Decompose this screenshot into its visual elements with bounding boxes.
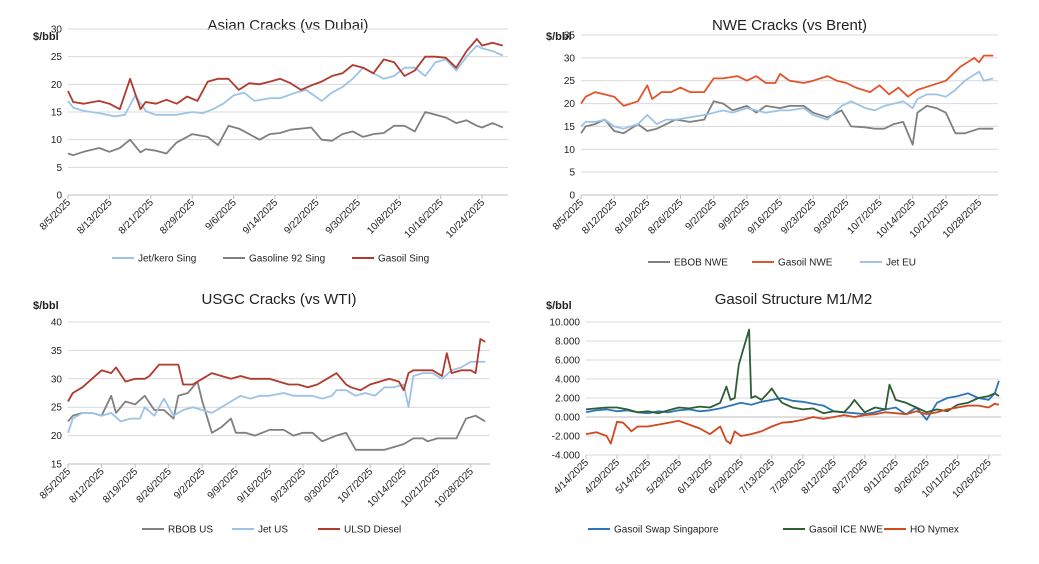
- chart-title: NWE Cracks (vs Brent): [712, 17, 867, 34]
- chart-title: Asian Cracks (vs Dubai): [208, 17, 369, 34]
- y-tick-label: 4.000: [555, 375, 580, 386]
- x-tick-label: 8/26/2025: [646, 197, 686, 237]
- x-tick-label: 9/23/2025: [269, 466, 309, 506]
- legend-label: Gasoil NWE: [778, 258, 833, 269]
- chart-svg: Gasoil Structure M1/M2 $/bbl -4.000 -2.000 0…: [546, 291, 1001, 536]
- y-tick-label: 5: [56, 163, 62, 174]
- y-tick-label: 20: [51, 431, 63, 442]
- y-tick-label: 30: [564, 53, 576, 64]
- series-line: [67, 338, 486, 402]
- y-tick-label: 10: [564, 145, 576, 156]
- chart-svg: NWE Cracks (vs Brent) $/bbl 0 5 10 15 20 25 30 35…: [546, 17, 998, 269]
- y-tick-label: 5: [569, 168, 575, 179]
- x-tick-label: 8/5/2025: [38, 197, 74, 233]
- x-tick-label: 8/19/2025: [101, 466, 141, 506]
- legend-label: Gasoline 92 Sing: [249, 254, 325, 265]
- series-line: [67, 360, 486, 434]
- chart-asian-cracks: Asian Cracks (vs Dubai) $/bbl 0 5 10 15 20 25 30…: [0, 0, 520, 282]
- legend-label: Jet EU: [886, 258, 916, 269]
- x-tick-label: 9/22/2025: [282, 197, 322, 237]
- series-line: [585, 402, 1000, 445]
- x-tick-label: 9/16/2025: [235, 466, 275, 506]
- x-tick-label: 10/16/2025: [403, 197, 446, 240]
- y-tick-label: 0.000: [555, 413, 580, 424]
- chart-gasoil-structure: Gasoil Structure M1/M2 $/bbl -4.000 -2.000 0…: [520, 282, 1039, 564]
- x-tick-label: 9/16/2025: [746, 197, 786, 237]
- series-line: [580, 54, 994, 107]
- y-axis-label: $/bbl: [33, 300, 59, 312]
- legend-label: Gasoil Sing: [378, 254, 429, 265]
- series-line: [585, 380, 1000, 421]
- x-tick-label: 10/24/2025: [444, 197, 487, 240]
- y-axis-label: $/bbl: [546, 31, 572, 43]
- series-line: [67, 111, 504, 157]
- legend-label: Jet US: [258, 525, 288, 536]
- y-tick-label: 15: [51, 108, 63, 119]
- series-line: [67, 38, 504, 111]
- series-line: [580, 70, 994, 130]
- y-tick-label: 10: [51, 135, 63, 146]
- x-tick-label: 8/12/2025: [67, 466, 107, 506]
- y-axis-label: $/bbl: [546, 300, 572, 312]
- x-tick-label: 8/26/2025: [135, 466, 175, 506]
- y-tick-label: -2.000: [552, 432, 581, 443]
- chart-usgc-cracks: USGC Cracks (vs WTI) $/bbl 15 20 25 30 35 40 8/5…: [0, 282, 520, 564]
- x-tick-label: 9/6/2025: [203, 197, 239, 233]
- y-tick-label: 40: [51, 318, 63, 329]
- y-tick-label: 10.000: [549, 318, 580, 329]
- y-tick-label: 25: [51, 52, 63, 63]
- x-tick-label: 10/8/2025: [365, 197, 405, 237]
- y-axis-label: $/bbl: [33, 31, 59, 43]
- legend-label: Gasoil ICE NWE: [809, 525, 883, 536]
- series-line: [580, 100, 994, 146]
- x-tick-label: 8/21/2025: [117, 197, 157, 237]
- x-tick-label: 9/2/2025: [172, 466, 208, 502]
- chart-nwe-cracks: NWE Cracks (vs Brent) $/bbl 0 5 10 15 20 25 30 35…: [520, 0, 1039, 282]
- y-tick-label: 35: [564, 31, 576, 42]
- y-tick-label: 8.000: [555, 337, 580, 348]
- x-tick-label: 9/23/2025: [779, 197, 819, 237]
- legend-label: RBOB US: [168, 525, 213, 536]
- y-tick-label: 0: [569, 191, 575, 202]
- y-tick-label: 6.000: [555, 356, 580, 367]
- x-tick-label: 9/30/2025: [812, 197, 852, 237]
- y-tick-label: 15: [51, 460, 63, 471]
- series-line: [67, 380, 486, 451]
- chart-title: Gasoil Structure M1/M2: [715, 291, 873, 308]
- chart-svg: USGC Cracks (vs WTI)$/bbl1520253035408/5…: [33, 291, 490, 536]
- legend-label: ULSD Diesel: [344, 525, 401, 536]
- x-tick-label: 9/30/2025: [324, 197, 364, 237]
- y-tick-label: 20: [51, 80, 63, 91]
- x-tick-label: 9/14/2025: [241, 197, 281, 237]
- y-tick-label: 2.000: [555, 394, 580, 405]
- y-tick-label: -4.000: [552, 451, 581, 462]
- y-tick-label: 30: [51, 25, 63, 36]
- y-tick-label: 25: [564, 76, 576, 87]
- chart-title: USGC Cracks (vs WTI): [202, 291, 357, 308]
- y-tick-label: 20: [564, 99, 576, 110]
- legend-label: Gasoil Swap Singapore: [614, 525, 719, 536]
- x-tick-label: 8/29/2025: [158, 197, 198, 237]
- y-tick-label: 25: [51, 403, 63, 414]
- chart-svg: Asian Cracks (vs Dubai) $/bbl 0 5 10 15 20 25 30…: [33, 17, 508, 265]
- legend-label: Jet/kero Sing: [138, 254, 196, 265]
- y-tick-label: 15: [564, 122, 576, 133]
- x-tick-label: 8/13/2025: [75, 197, 115, 237]
- legend-label: HO Nymex: [910, 525, 959, 536]
- legend-label: EBOB NWE: [674, 258, 728, 269]
- y-tick-label: 30: [51, 374, 63, 385]
- y-tick-label: 35: [51, 346, 63, 357]
- y-tick-label: 0: [56, 191, 62, 202]
- series-line: [67, 44, 504, 118]
- x-tick-label: 9/30/2025: [302, 466, 342, 506]
- x-tick-label: 9/2/2025: [683, 197, 719, 233]
- series-line: [585, 328, 1000, 415]
